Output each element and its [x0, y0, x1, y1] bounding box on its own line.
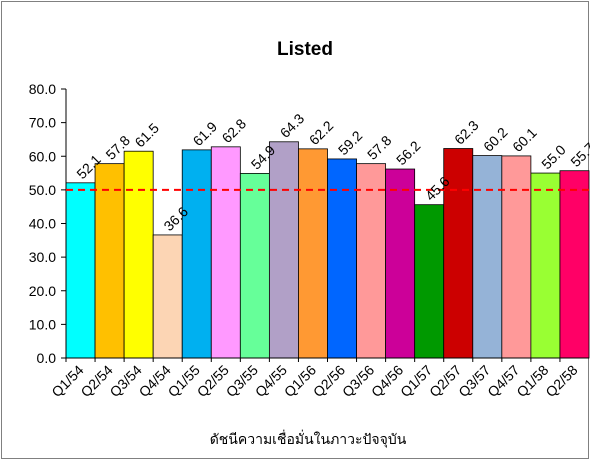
x-tick-label: Q2/54	[77, 362, 115, 400]
data-label: 59.2	[335, 127, 366, 158]
bar-q1-57	[414, 204, 445, 359]
x-tick-label: Q1/55	[165, 362, 203, 400]
bar-q4-54	[152, 234, 183, 359]
x-axis-ticks: Q1/54Q2/54Q3/54Q4/54Q1/55Q2/55Q3/55Q4/55…	[48, 362, 580, 400]
data-label: 62.2	[306, 117, 337, 148]
bars	[65, 141, 590, 359]
y-tick-label: 70.0	[29, 115, 56, 131]
x-axis-label: ดัชนีความเชื่อมั่นในภาวะปัจจุบัน	[210, 430, 407, 448]
x-tick-label: Q1/58	[513, 362, 551, 400]
x-tick-label: Q4/54	[136, 362, 174, 400]
bar-q3-56	[356, 163, 387, 359]
y-tick-label: 20.0	[29, 283, 56, 299]
data-label: 60.2	[480, 124, 511, 155]
data-label: 64.3	[277, 110, 308, 141]
bar-q1-54	[65, 182, 96, 359]
data-label: 62.3	[451, 117, 482, 148]
y-tick-label: 60.0	[29, 148, 56, 164]
bar-q1-56	[298, 148, 328, 359]
bar-q2-57	[443, 148, 474, 359]
x-tick-label: Q1/54	[48, 362, 86, 400]
bar-q1-58	[530, 172, 561, 359]
x-tick-label: Q1/57	[397, 362, 435, 400]
y-axis-ticks: 0.0 10.0 20.0 30.0 40.0 50.0 60.0 70.0 80.0	[29, 81, 56, 366]
x-tick-label: Q4/57	[484, 362, 522, 400]
x-tick-label: Q3/57	[455, 362, 493, 400]
bar-q3-54	[123, 150, 154, 359]
x-tick-label: Q3/54	[106, 362, 144, 400]
bar-q2-56	[327, 158, 357, 359]
y-tick-label: 10.0	[29, 316, 56, 332]
chart-title: Listed	[277, 39, 333, 60]
bar-q3-55	[239, 172, 270, 359]
y-tick-label: 0.0	[37, 350, 57, 366]
data-label: 61.9	[190, 118, 221, 149]
y-tick-label: 30.0	[29, 249, 56, 265]
axes	[61, 88, 589, 362]
x-tick-label: Q2/56	[310, 362, 348, 400]
data-label: 55.0	[538, 141, 569, 172]
x-tick-label: Q4/55	[252, 362, 290, 400]
x-tick-label: Q4/56	[368, 362, 406, 400]
data-label: 56.2	[393, 137, 424, 168]
bar-q2-58	[559, 170, 590, 359]
bar-q4-57	[501, 155, 532, 359]
x-tick-label: Q1/56	[281, 362, 319, 400]
data-label: 62.8	[219, 115, 250, 146]
data-label: 60.1	[509, 124, 540, 155]
data-label: 61.5	[131, 120, 162, 151]
y-tick-label: 80.0	[29, 81, 56, 97]
bar-q2-54	[94, 163, 125, 359]
x-tick-label: Q3/56	[339, 362, 377, 400]
x-tick-label: Q2/57	[426, 362, 464, 400]
x-tick-label: Q3/55	[223, 362, 261, 400]
bar-q2-55	[210, 146, 241, 359]
bar-q3-57	[472, 155, 503, 359]
x-tick-label: Q2/55	[194, 362, 232, 400]
bar-q1-55	[181, 149, 212, 359]
x-tick-label: Q2/58	[542, 362, 580, 400]
bar-q4-55	[268, 141, 299, 359]
bar-q4-56	[385, 168, 416, 359]
data-label: 55.7	[567, 139, 590, 170]
y-tick-label: 50.0	[29, 182, 56, 198]
y-tick-label: 40.0	[29, 216, 56, 232]
data-label: 57.8	[364, 132, 395, 163]
